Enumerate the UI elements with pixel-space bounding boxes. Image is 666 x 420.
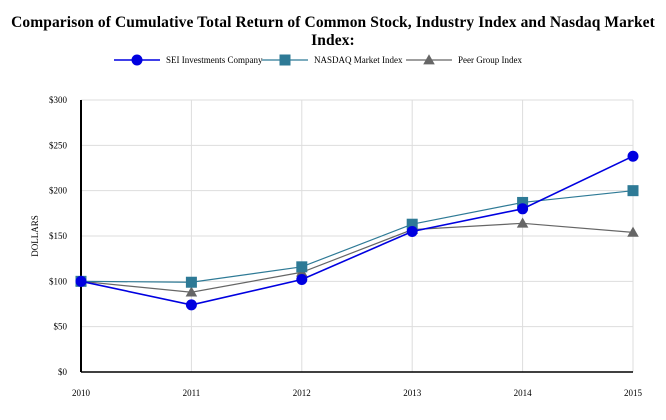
data-point	[406, 218, 418, 230]
x-tick-label: 2011	[183, 388, 201, 398]
data-point	[627, 185, 639, 197]
x-tick-label: 2010	[72, 388, 91, 398]
y-axis-title: DOLLARS	[30, 215, 40, 257]
legend-item: NASDAQ Market Index	[262, 54, 403, 66]
data-point	[627, 226, 639, 237]
data-point	[516, 217, 529, 228]
legend-marker	[131, 54, 143, 66]
x-tick-label: 2012	[293, 388, 311, 398]
legend-label: Peer Group Index	[458, 55, 522, 65]
legend-marker	[423, 54, 435, 65]
data-point	[185, 286, 198, 297]
legend: SEI Investments Company NASDAQ Market Ind…	[114, 54, 522, 66]
x-tick-label: 2014	[514, 388, 533, 398]
data-point	[517, 203, 529, 215]
series-layer	[75, 150, 639, 311]
legend-label: SEI Investments Company	[166, 55, 263, 65]
y-tick-label: $50	[54, 322, 68, 332]
x-tick-label: 2013	[403, 388, 422, 398]
data-point	[296, 274, 308, 286]
data-point	[627, 150, 639, 162]
tick-labels: $0 $50 $100 $150 $200 $250 $300 2010 2011 2012 201…	[49, 95, 643, 398]
y-tick-label: $300	[49, 95, 68, 105]
series-peer-group-index	[75, 217, 639, 297]
series-line	[80, 222, 634, 293]
series-line	[80, 155, 634, 306]
data-point	[185, 299, 197, 311]
grid-lines	[81, 99, 634, 372]
axes: DOLLARS	[30, 100, 633, 373]
y-tick-label: $250	[49, 140, 68, 150]
y-tick-label: $200	[49, 186, 68, 196]
data-point	[296, 261, 308, 273]
y-tick-label: $0	[58, 367, 68, 377]
legend-item: SEI Investments Company	[114, 54, 263, 66]
series-sei-investments-company	[75, 150, 639, 311]
y-tick-label: $150	[49, 231, 68, 241]
legend-item: Peer Group Index	[406, 54, 522, 65]
data-point	[75, 275, 87, 287]
legend-marker	[279, 54, 291, 66]
chart-title: Comparison of Cumulative Total Return of…	[11, 14, 655, 49]
x-tick-label: 2015	[624, 388, 643, 398]
data-point	[185, 276, 197, 288]
y-tick-label: $100	[49, 276, 68, 286]
data-point	[517, 196, 529, 208]
data-point	[406, 225, 418, 237]
legend-label: NASDAQ Market Index	[314, 55, 403, 65]
